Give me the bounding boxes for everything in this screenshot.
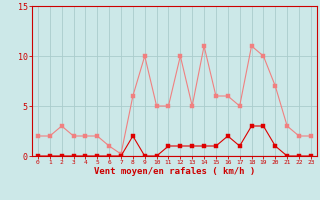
X-axis label: Vent moyen/en rafales ( km/h ): Vent moyen/en rafales ( km/h ) xyxy=(94,167,255,176)
